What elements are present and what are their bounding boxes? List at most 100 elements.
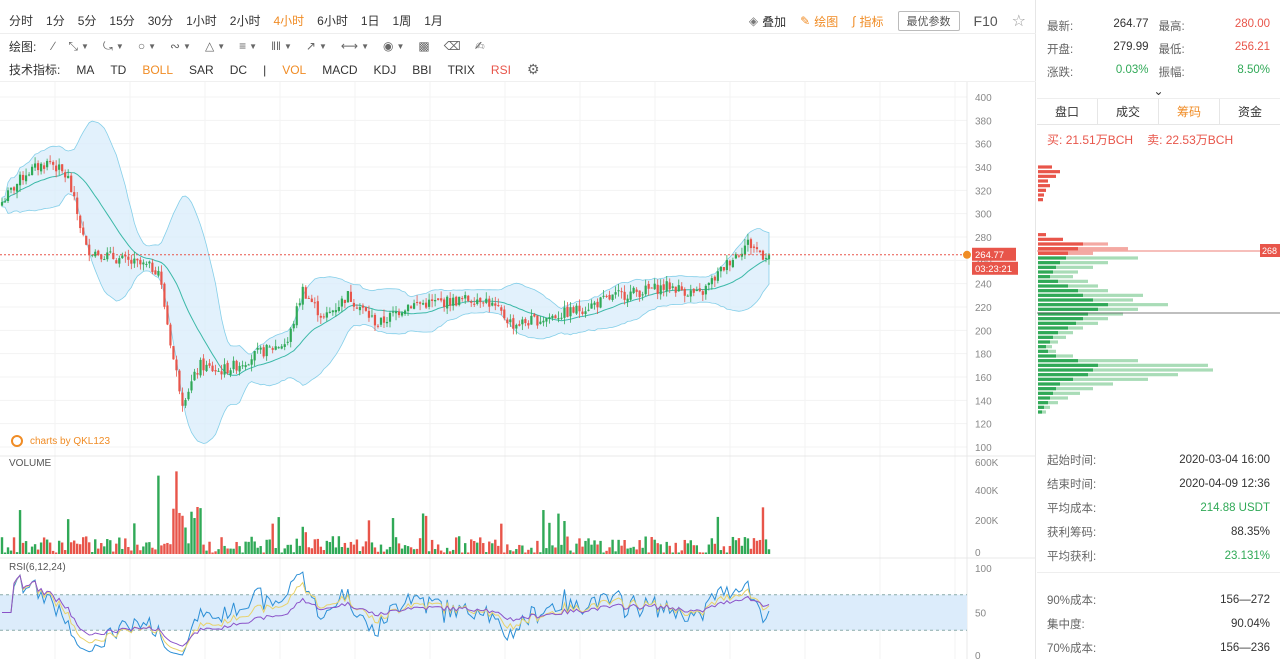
- timeframe-tab[interactable]: 6小时: [317, 14, 348, 28]
- candle-body: [382, 316, 386, 323]
- indicator-dc[interactable]: DC: [229, 62, 248, 77]
- volume-bar: [229, 548, 232, 554]
- timeframe-tab[interactable]: 30分: [147, 14, 174, 28]
- trash-icon[interactable]: ⌫: [443, 39, 461, 53]
- timeframe-tab[interactable]: 1周: [392, 14, 412, 28]
- gear-icon[interactable]: ⚙: [526, 61, 540, 77]
- volume-bar: [626, 548, 629, 554]
- circle-tool-icon[interactable]: ○ ▼: [137, 39, 156, 53]
- timeframe-tab[interactable]: 15分: [109, 14, 135, 28]
- volume-bar: [755, 540, 759, 554]
- volume-bar: [584, 540, 587, 554]
- stat-label: 70%成本:: [1047, 643, 1097, 655]
- volume-bar: [722, 546, 726, 554]
- price-tick-label: 300: [975, 210, 992, 221]
- candle-body: [127, 256, 130, 260]
- indicator-ma[interactable]: MA: [76, 62, 95, 77]
- tab-orderbook[interactable]: 盘口: [1037, 99, 1098, 124]
- candle-body: [400, 312, 404, 316]
- volume-bar: [593, 540, 596, 554]
- candle-body: [235, 360, 238, 371]
- indicator-td[interactable]: TD: [110, 62, 127, 77]
- chip-bar: [1038, 261, 1060, 265]
- chip-bar: [1038, 382, 1060, 386]
- volume-bar: [247, 541, 250, 554]
- candle-body: [470, 301, 473, 303]
- bar-chart-tool-icon[interactable]: ▩: [418, 39, 430, 53]
- timeframe-tab[interactable]: 1分: [46, 14, 65, 28]
- indicator-vol[interactable]: VOL: [282, 62, 307, 77]
- arrow-tool-icon[interactable]: ↗ ▼: [305, 39, 327, 53]
- pencil-icon: ✎: [800, 14, 811, 28]
- indicator-sar[interactable]: SAR: [189, 62, 214, 77]
- chip-bar: [1038, 396, 1068, 400]
- volume-bar: [620, 545, 623, 554]
- star-icon[interactable]: ☆: [1011, 13, 1026, 30]
- indicator-trix[interactable]: TRIX: [447, 62, 475, 77]
- stat-value: 2020-04-09 12:36: [1179, 478, 1270, 490]
- stat-label: 结束时间:: [1047, 479, 1097, 491]
- best-params-button[interactable]: 最优参数: [897, 11, 960, 31]
- overlay-button[interactable]: ◈ 叠加: [749, 13, 786, 30]
- volume-bar: [307, 547, 310, 554]
- timeframe-tab[interactable]: 分时: [9, 14, 34, 28]
- candle-body: [434, 299, 437, 302]
- volume-bar: [509, 550, 512, 554]
- quote-row: 开盘: 279.99 最低: 256.21: [1037, 37, 1280, 60]
- volume-bar: [301, 526, 304, 554]
- candle-body: [644, 285, 647, 295]
- panel-tabs: 盘口 成交 筹码 资金: [1037, 99, 1280, 125]
- candle-body: [677, 285, 680, 292]
- candle-body: [27, 174, 31, 176]
- eraser-icon[interactable]: ✍: [474, 39, 485, 53]
- price-chart[interactable]: 4003803603403203002802602402202001801601…: [0, 82, 1036, 659]
- volume-bar: [442, 552, 446, 554]
- tab-chips[interactable]: 筹码: [1159, 99, 1220, 124]
- indicator-bbi[interactable]: BBI: [412, 62, 432, 77]
- candle-body: [388, 312, 392, 322]
- gann-tool-icon[interactable]: ‖‖ ▼: [271, 39, 292, 53]
- volume-bar: [139, 550, 142, 554]
- volume-bar: [695, 545, 699, 554]
- pitchfork-tool-icon[interactable]: ⤿ ▼: [102, 38, 124, 53]
- volume-bar: [208, 541, 211, 554]
- indicator-kdj[interactable]: KDJ: [373, 62, 397, 77]
- pattern-tool-icon[interactable]: △ ▼: [204, 39, 226, 53]
- candle-body: [124, 255, 127, 257]
- tab-trades[interactable]: 成交: [1098, 99, 1159, 124]
- indicator-button[interactable]: ∫ 指标: [852, 13, 883, 30]
- chip-bar: [1038, 237, 1063, 241]
- timeframe-tab[interactable]: 5分: [77, 14, 97, 28]
- volume-bar: [88, 542, 91, 554]
- wave-tool-icon[interactable]: ∾ ▼: [169, 39, 191, 53]
- chip-bar: [1038, 265, 1093, 269]
- candle-body: [518, 324, 521, 326]
- timeframe-tab[interactable]: 2小时: [229, 14, 261, 28]
- tab-funds[interactable]: 资金: [1237, 105, 1262, 119]
- line-tool-icon[interactable]: ∕: [52, 39, 55, 53]
- indicator-boll[interactable]: BOLL: [142, 62, 174, 77]
- indicator-rsi[interactable]: RSI: [490, 62, 511, 77]
- expand-chevron-icon[interactable]: ⌄: [1037, 83, 1280, 99]
- measure-tool-icon[interactable]: ⟷ ▼: [340, 39, 370, 53]
- timeframe-tab[interactable]: 1日: [360, 14, 380, 28]
- timeframe-tab[interactable]: 1小时: [186, 14, 217, 28]
- indicator-macd[interactable]: MACD: [322, 62, 358, 77]
- chip-bar: [1038, 279, 1058, 283]
- f10-button[interactable]: F10: [973, 13, 998, 29]
- draw-button[interactable]: ✎ 绘图: [800, 13, 838, 30]
- timeframe-tab[interactable]: 4小时: [273, 14, 305, 28]
- ray-tool-icon[interactable]: ⤡ ▼: [68, 38, 89, 53]
- timeframe-tab[interactable]: 1月: [424, 14, 443, 28]
- fib-tool-icon[interactable]: ≡ ▼: [239, 39, 258, 53]
- chip-bar: [1038, 340, 1050, 344]
- candle-body: [12, 187, 16, 191]
- comment-tool-icon[interactable]: ◉ ▼: [383, 39, 405, 53]
- volume-bar: [427, 551, 431, 554]
- volume-bar: [764, 539, 768, 554]
- stat-value: 90.04%: [1230, 618, 1270, 630]
- volume-bar: [322, 550, 326, 554]
- candle-body: [298, 303, 301, 306]
- candle-body: [136, 258, 139, 261]
- volume-bar: [737, 538, 741, 554]
